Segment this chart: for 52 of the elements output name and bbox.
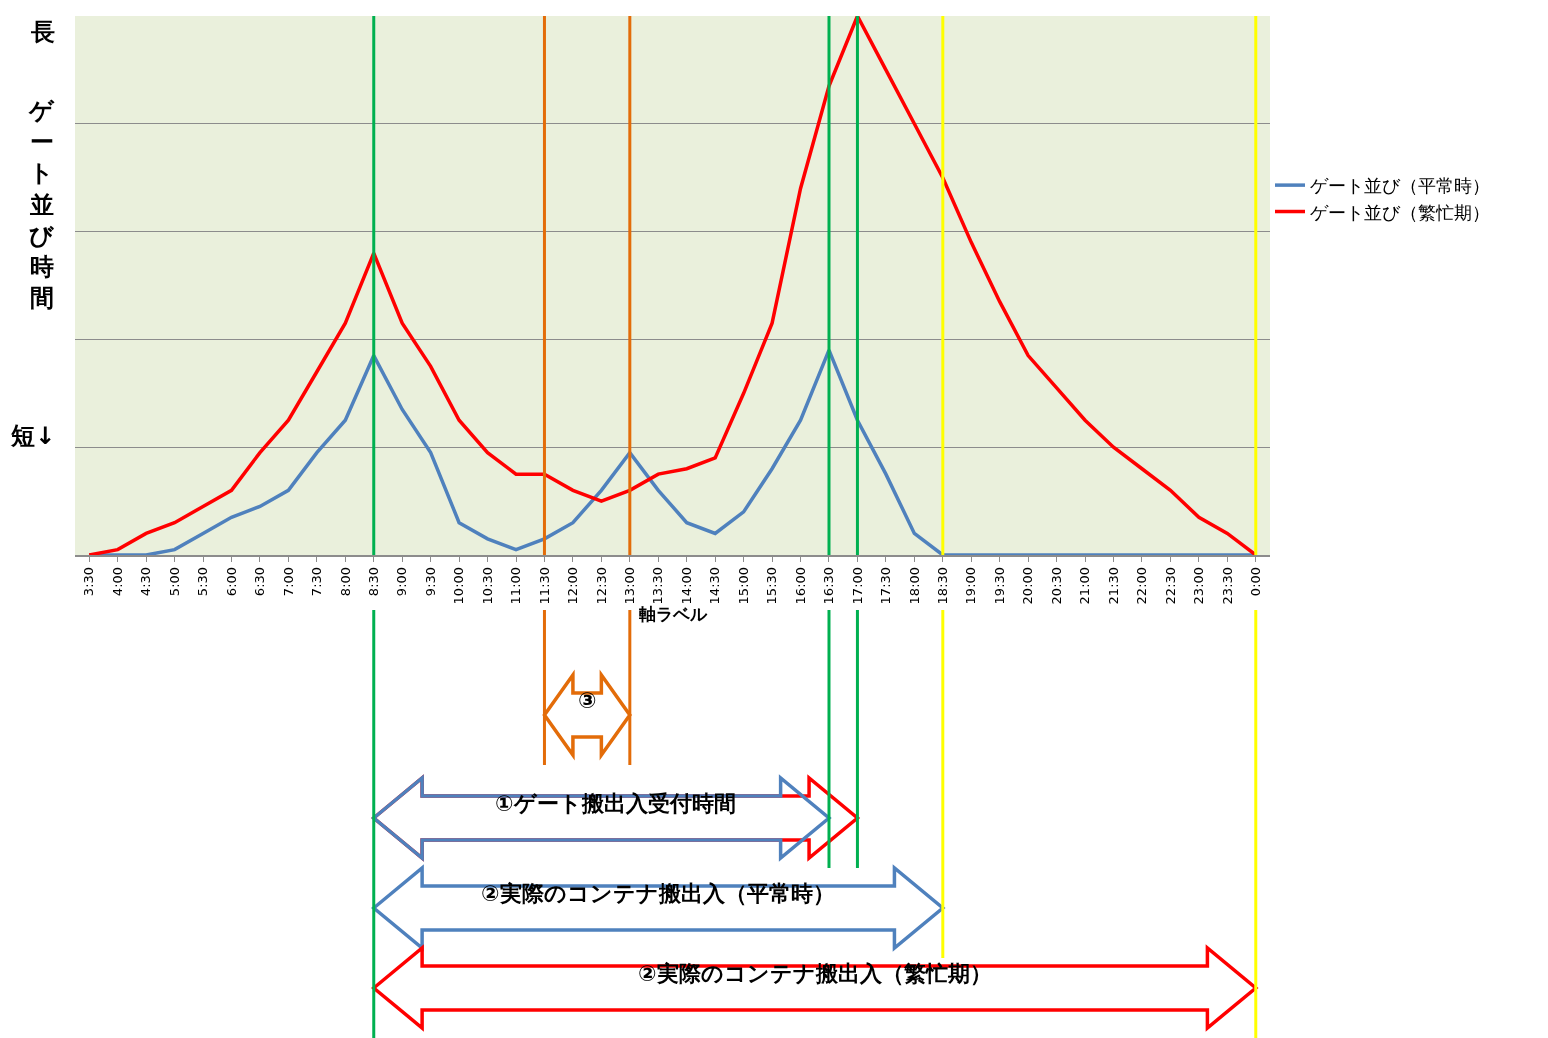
x-tick-label: 5:30 — [195, 566, 211, 597]
x-tick-label: 23:30 — [1219, 566, 1235, 605]
x-tick-label: 11:30 — [536, 566, 552, 605]
x-tick-label: 10:30 — [479, 566, 495, 605]
x-tick-label: 4:00 — [109, 566, 125, 597]
x-tick-label: 9:00 — [394, 566, 410, 597]
x-tick-label: 15:00 — [735, 566, 751, 605]
x-axis-title: 軸ラベル — [637, 604, 708, 625]
text: 短↓ — [10, 422, 56, 450]
x-tick-label: 16:00 — [792, 566, 808, 605]
x-tick-label: 8:30 — [365, 566, 381, 597]
x-tick-label: 19:00 — [963, 566, 979, 605]
x-tick-label: 9:30 — [422, 566, 438, 597]
x-tick-label: 21:00 — [1077, 566, 1093, 605]
x-tick-label: 22:30 — [1162, 566, 1178, 605]
x-tick-label: 7:00 — [280, 566, 296, 597]
x-tick-label: 17:00 — [849, 566, 865, 605]
text: ②実際のコンテナ搬出入（平常時） — [481, 881, 835, 906]
x-tick-label: 14:00 — [678, 566, 694, 605]
x-tick-label: 5:00 — [166, 566, 182, 597]
x-tick-label: 18:30 — [935, 566, 951, 605]
x-tick-label: 14:30 — [707, 566, 723, 605]
x-tick-label: 0:00 — [1247, 566, 1263, 597]
x-tick-label: 16:30 — [821, 566, 837, 605]
x-tick-label: 4:30 — [138, 566, 154, 597]
x-tick-label: 15:30 — [764, 566, 780, 605]
text: ③ — [578, 688, 597, 713]
x-tick-label: 7:30 — [309, 566, 325, 597]
x-tick-label: 20:00 — [1020, 566, 1036, 605]
x-tick-label: 18:00 — [906, 566, 922, 605]
x-tick-label: 10:00 — [451, 566, 467, 605]
text: ②実際のコンテナ搬出入（繁忙期） — [638, 961, 992, 986]
x-tick-label: 17:30 — [878, 566, 894, 605]
x-tick-label: 21:30 — [1105, 566, 1121, 605]
x-tick-label: 3:30 — [81, 566, 97, 597]
x-tick-label: 23:00 — [1191, 566, 1207, 605]
x-tick-label: 13:00 — [622, 566, 638, 605]
x-tick-label: 13:30 — [650, 566, 666, 605]
x-tick-label: 6:30 — [252, 566, 268, 597]
legend-label: ゲート並び（平常時） — [1310, 175, 1490, 197]
x-tick-label: 12:30 — [593, 566, 609, 605]
x-tick-label: 22:00 — [1134, 566, 1150, 605]
y-axis-title: ゲート並び時間 — [28, 97, 55, 313]
x-tick-label: 19:30 — [991, 566, 1007, 605]
x-tick-label: 8:00 — [337, 566, 353, 597]
x-tick-label: 12:00 — [565, 566, 581, 605]
x-tick-label: 6:00 — [223, 566, 239, 597]
text: ①ゲート搬出入受付時間 — [495, 791, 736, 816]
text: 長 — [30, 18, 55, 46]
x-tick-label: 11:00 — [508, 566, 524, 605]
legend-label: ゲート並び（繁忙期） — [1310, 201, 1490, 223]
x-tick-label: 20:30 — [1048, 566, 1064, 605]
